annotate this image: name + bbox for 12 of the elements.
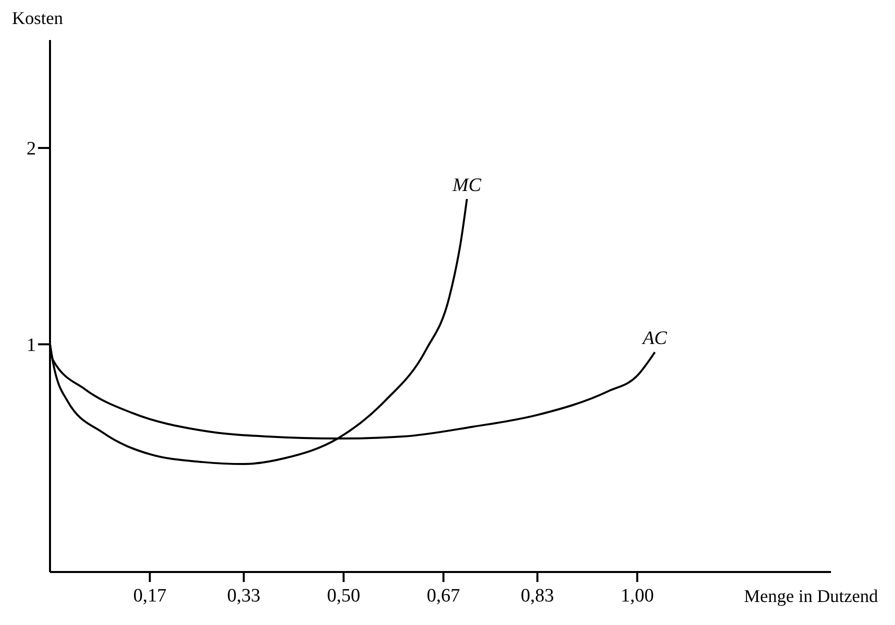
series-label: MC <box>452 175 482 196</box>
y-tick-label: 2 <box>26 138 36 160</box>
series-label: AC <box>640 328 668 350</box>
x-axis-title: Menge in Dutzend <box>744 586 878 607</box>
x-tick-label: 0,50 <box>326 585 360 606</box>
y-tick-label: 1 <box>26 335 36 356</box>
x-tick-label: 0,83 <box>520 585 554 606</box>
x-tick-label: 0,67 <box>426 585 460 606</box>
x-tick-label: 0,17 <box>133 585 166 606</box>
y-axis-title: Kosten <box>12 8 63 29</box>
x-tick-label: 0,33 <box>227 585 260 606</box>
x-tick-label: 1,00 <box>620 585 654 606</box>
